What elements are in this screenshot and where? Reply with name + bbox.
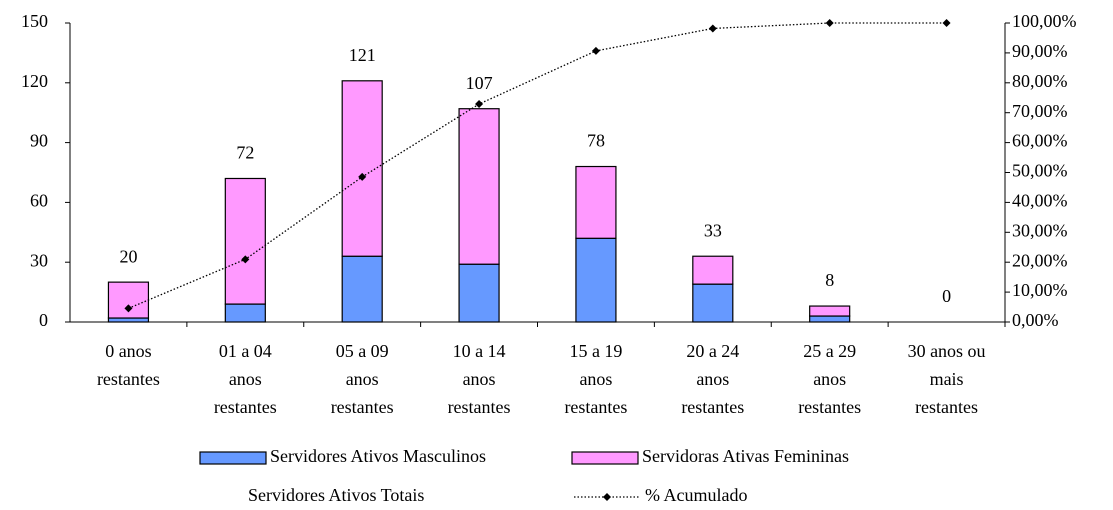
x-tick-label: restantes [97, 369, 160, 389]
y-tick-label: 60 [30, 191, 48, 211]
bar [224, 177, 266, 305]
line [128, 22, 947, 309]
y-tick-label: 120 [21, 71, 48, 91]
y-tick-label: 150 [21, 11, 48, 31]
data-label: 8 [825, 270, 834, 290]
legend-label: Servidores Ativos Totais [248, 485, 424, 505]
line-marker [942, 19, 951, 27]
x-tick-label: 0 anos [105, 341, 152, 361]
y2-tick-label: 50,00% [1012, 161, 1068, 181]
line-marker [708, 24, 717, 33]
x-tick-label: restantes [915, 397, 978, 417]
x-tick-label: 15 a 19 [569, 341, 622, 361]
legend-marker [603, 493, 611, 501]
data-label: 107 [466, 73, 493, 93]
y2-tick-label: 40,00% [1012, 191, 1068, 211]
bar [458, 108, 500, 265]
x-tick-label: restantes [331, 397, 394, 417]
data-label: 20 [119, 246, 137, 266]
data-label: 78 [587, 131, 605, 151]
data-label: 0 [942, 286, 951, 306]
y2-tick-label: 10,00% [1012, 280, 1068, 300]
legend-swatch [571, 451, 639, 465]
line-marker [124, 304, 133, 313]
x-tick-label: restantes [798, 397, 861, 417]
y2-tick-label: 70,00% [1012, 101, 1068, 121]
bar [107, 281, 150, 319]
x-tick-label: restantes [448, 397, 511, 417]
line-marker [825, 19, 834, 27]
x-tick-label: 25 a 29 [803, 341, 856, 361]
x-tick-label: 05 a 09 [336, 341, 389, 361]
y2-tick-label: 100,00% [1012, 11, 1077, 31]
x-tick-label: restantes [681, 397, 744, 417]
bar [224, 303, 266, 323]
line-marker [475, 100, 484, 109]
bar [341, 255, 383, 323]
bar [809, 305, 851, 317]
y2-tick-label: 30,00% [1012, 220, 1068, 240]
x-tick-label: 01 a 04 [219, 341, 272, 361]
y2-tick-label: 20,00% [1012, 250, 1068, 270]
data-label: 121 [349, 45, 376, 65]
y2-tick-label: 80,00% [1012, 71, 1068, 91]
x-tick-label: 30 anos ou [908, 341, 986, 361]
x-tick-label: anos [346, 369, 379, 389]
y-tick-label: 30 [30, 250, 48, 270]
x-tick-label: anos [813, 369, 846, 389]
x-tick-label: anos [463, 369, 496, 389]
x-tick-label: 20 a 24 [686, 341, 739, 361]
bar [809, 315, 851, 323]
bar [341, 80, 383, 257]
legend-label: % Acumulado [645, 485, 747, 505]
line-marker [591, 46, 600, 55]
x-tick-label: anos [696, 369, 729, 389]
legend-swatch [199, 451, 267, 465]
y2-tick-label: 0,00% [1012, 310, 1059, 330]
bar [692, 255, 734, 285]
x-tick-label: restantes [564, 397, 627, 417]
x-tick-label: anos [229, 369, 262, 389]
data-label: 33 [704, 220, 722, 240]
data-label: 72 [236, 143, 254, 163]
y2-tick-label: 90,00% [1012, 41, 1068, 61]
bar [575, 237, 617, 323]
x-tick-label: mais [930, 369, 964, 389]
y-tick-label: 90 [30, 131, 48, 151]
x-tick-label: 10 a 14 [453, 341, 506, 361]
line-marker [358, 172, 367, 181]
x-tick-label: anos [579, 369, 612, 389]
bar [458, 263, 500, 323]
bar [575, 165, 617, 239]
y-tick-label: 0 [39, 310, 48, 330]
y2-tick-label: 60,00% [1012, 131, 1068, 151]
bar [692, 283, 734, 323]
x-tick-label: restantes [214, 397, 277, 417]
legend-label: Servidores Ativos Masculinos [270, 446, 486, 466]
legend-label: Servidoras Ativas Femininas [642, 446, 849, 466]
line-marker [241, 255, 250, 264]
